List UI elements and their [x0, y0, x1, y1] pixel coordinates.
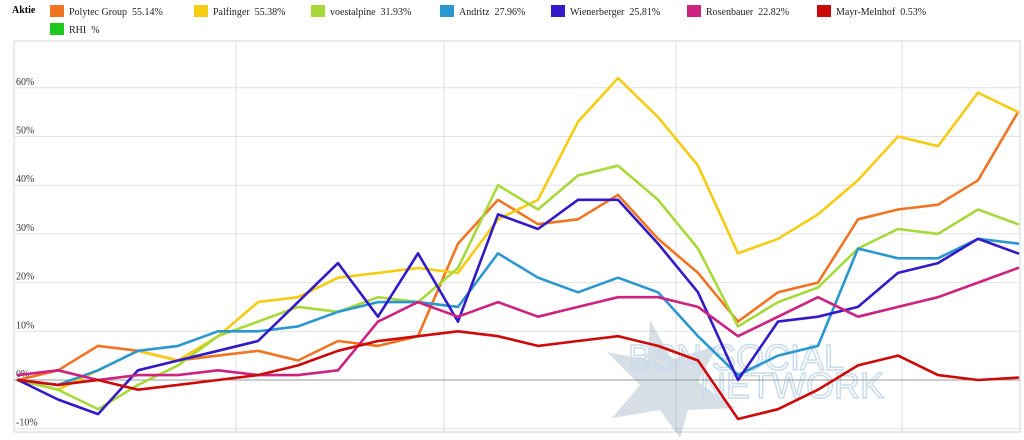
y-tick-label: 30%	[16, 223, 34, 234]
legend-value-voestalpine: 31.93%	[380, 7, 412, 18]
legend-value-polytec-group: 55.14%	[132, 7, 163, 18]
watermark-line2: NETWORK	[700, 365, 884, 406]
legend-swatch-andritz	[440, 5, 454, 17]
legend-item-voestalpine[interactable]: voestalpine 31.93%	[311, 5, 411, 19]
y-tick-label: -10%	[16, 418, 38, 429]
legend-item-polytec-group[interactable]: Polytec Group 55.14%	[50, 5, 163, 19]
legend-label-andritz: Andritz	[459, 7, 490, 18]
legend-label-wienerberger: Wienerberger	[570, 7, 625, 18]
legend-value-wienerberger: 25.81%	[629, 7, 661, 18]
y-tick-label: 50%	[16, 126, 34, 137]
legend-item-mayr-melnhof[interactable]: Mayr-Melnhof 0.53%	[817, 5, 926, 19]
watermark-star-icon	[607, 320, 735, 438]
legend-item-wienerberger[interactable]: Wienerberger 25.81%	[551, 5, 660, 19]
series-line-rosenbauer	[16, 266, 1020, 382]
legend-label-voestalpine: voestalpine	[330, 7, 376, 18]
series-lines	[16, 76, 1020, 421]
series-line-mayr-melnhof	[16, 329, 1020, 421]
legend-swatch-rhi	[50, 23, 64, 35]
legend-swatch-mayr-melnhof	[817, 5, 831, 17]
plot-border	[13, 40, 1021, 433]
legend-swatch-voestalpine	[311, 5, 325, 17]
legend-label-mayr-melnhof: Mayr-Melnhof	[836, 7, 896, 18]
series-line-andritz	[16, 237, 1020, 387]
legend-swatch-wienerberger	[551, 5, 565, 17]
y-tick-label: 20%	[16, 272, 34, 283]
series-line-voestalpine	[16, 164, 1020, 411]
series-line-palfinger	[16, 76, 1020, 392]
legend-item-andritz[interactable]: Andritz 27.96%	[440, 5, 525, 19]
legend-value-rhi: %	[91, 25, 100, 36]
legend-title: Aktie	[12, 5, 36, 16]
legend-label-polytec-group: Polytec Group	[69, 7, 128, 18]
legend-label-rhi: RHI	[69, 25, 87, 36]
y-tick-label: 10%	[16, 320, 34, 331]
legend-value-palfinger: 55.38%	[254, 7, 286, 18]
legend: Aktie Polytec Group 55.14% Palfinger 55.…	[0, 0, 1024, 40]
legend-value-rosenbauer: 22.82%	[758, 7, 790, 18]
legend-item-palfinger[interactable]: Palfinger 55.38%	[194, 5, 286, 19]
legend-item-rosenbauer[interactable]: Rosenbauer 22.82%	[687, 5, 789, 19]
legend-item-rhi[interactable]: RHI %	[50, 23, 100, 37]
legend-swatch-rosenbauer	[687, 5, 701, 17]
legend-label-rosenbauer: Rosenbauer	[706, 7, 754, 18]
legend-swatch-palfinger	[194, 5, 208, 17]
y-tick-label: 40%	[16, 174, 34, 185]
legend-value-andritz: 27.96%	[494, 7, 526, 18]
legend-label-palfinger: Palfinger	[213, 7, 250, 18]
legend-swatch-polytec-group	[50, 5, 64, 17]
y-tick-label: 60%	[16, 77, 34, 88]
watermark: BSN SOCIAL NETWORK	[607, 320, 885, 438]
legend-value-mayr-melnhof: 0.53%	[900, 7, 927, 18]
series-line-wienerberger	[16, 198, 1020, 416]
